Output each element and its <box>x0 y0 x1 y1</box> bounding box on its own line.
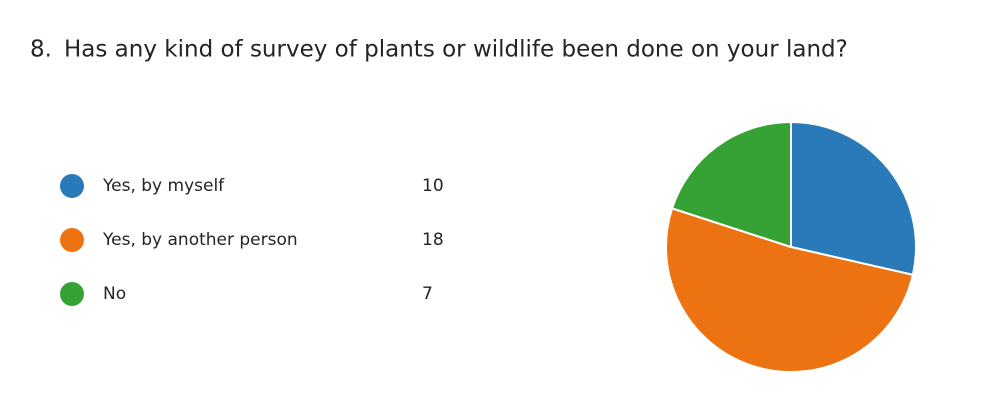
pie-slice <box>790 120 917 277</box>
pie-slice <box>665 207 915 373</box>
legend-label: No <box>103 284 126 304</box>
legend-label: Yes, by myself <box>102 176 225 196</box>
legend-count: 10 <box>422 176 444 196</box>
question-number: 8. <box>30 37 52 63</box>
legend-marker <box>60 174 84 198</box>
chart-title: Has any kind of survey of plants or wild… <box>64 37 848 63</box>
legend-count: 7 <box>422 284 433 304</box>
legend-marker <box>60 282 84 306</box>
legend-count: 18 <box>422 230 444 250</box>
legend-marker <box>60 228 84 252</box>
pie-slice <box>670 120 792 249</box>
legend-label: Yes, by another person <box>102 230 298 250</box>
